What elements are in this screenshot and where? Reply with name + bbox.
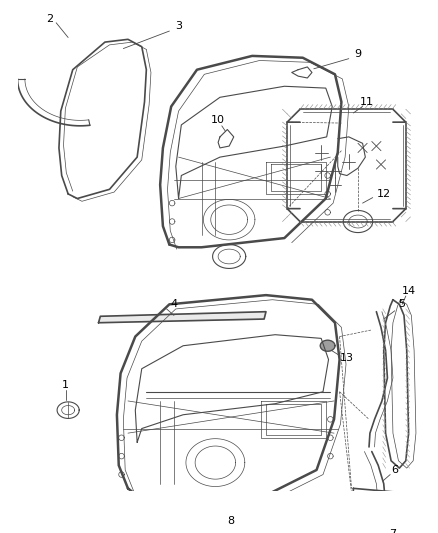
Text: 9: 9 — [353, 49, 361, 59]
Text: 14: 14 — [401, 286, 415, 295]
Text: 10: 10 — [211, 115, 225, 125]
Text: 11: 11 — [359, 97, 373, 107]
Text: 4: 4 — [170, 300, 177, 309]
Text: 13: 13 — [339, 353, 353, 362]
Text: 3: 3 — [175, 21, 182, 31]
Polygon shape — [126, 500, 325, 511]
Text: 1: 1 — [62, 381, 69, 390]
Polygon shape — [98, 312, 265, 323]
Text: 7: 7 — [389, 529, 396, 533]
Text: 6: 6 — [390, 465, 397, 475]
Text: 2: 2 — [46, 14, 53, 24]
Text: 5: 5 — [398, 300, 405, 309]
Text: 8: 8 — [227, 515, 234, 526]
Polygon shape — [320, 340, 334, 351]
Text: 12: 12 — [376, 189, 390, 199]
